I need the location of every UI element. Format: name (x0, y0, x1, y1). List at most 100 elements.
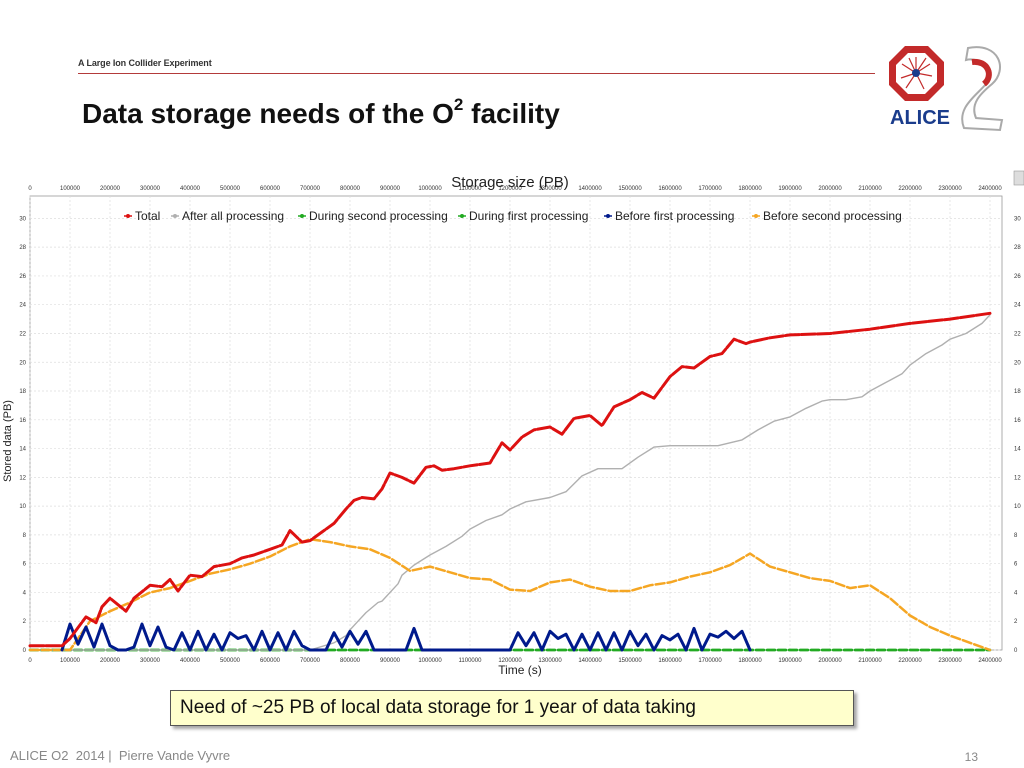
y-tick-label-right: 2 (1014, 619, 1018, 625)
y-tick-label-left: 8 (23, 533, 27, 539)
x-tick-label-top: 1700000 (698, 186, 722, 192)
storage-chart: 0010000010000020000020000030000030000040… (0, 168, 1024, 680)
x-tick-label-bottom: 200000 (100, 658, 121, 664)
x-tick-label-bottom: 700000 (300, 658, 321, 664)
x-tick-label-bottom: 500000 (220, 658, 241, 664)
y-tick-label-left: 2 (23, 619, 27, 625)
legend-label: During first processing (469, 209, 588, 223)
y-tick-label-left: 22 (19, 331, 26, 337)
x-tick-label-top: 900000 (380, 186, 401, 192)
x-tick-label-top: 0 (28, 186, 32, 192)
x-tick-label-bottom: 1300000 (538, 658, 562, 664)
x-tick-label-bottom: 1200000 (498, 658, 522, 664)
x-tick-label-top: 300000 (140, 186, 161, 192)
x-tick-label-top: 1600000 (658, 186, 682, 192)
legend-label: Before second processing (763, 209, 902, 223)
x-tick-label-bottom: 1800000 (738, 658, 762, 664)
chart-series (28, 311, 992, 652)
series-line-before-first-processing (60, 622, 752, 652)
x-tick-label-bottom: 1900000 (778, 658, 802, 664)
chart-title: Storage size (PB) (451, 174, 569, 191)
y-tick-label-left: 10 (19, 504, 26, 510)
legend-swatch-marker (173, 214, 177, 218)
y-tick-label-left: 18 (19, 389, 26, 395)
y-tick-label-left: 20 (19, 360, 26, 366)
series-line-total (28, 311, 992, 648)
x-tick-label-top: 2300000 (938, 186, 962, 192)
legend-swatch-marker (126, 214, 130, 218)
x-tick-label-bottom: 1700000 (698, 658, 722, 664)
x-tick-label-top: 2100000 (858, 186, 882, 192)
y-tick-label-left: 4 (23, 590, 27, 596)
x-tick-label-top: 1300000 (538, 186, 562, 192)
y-tick-label-left: 12 (19, 475, 26, 481)
y-tick-label-left: 6 (23, 562, 27, 568)
x-tick-label-top: 2400000 (978, 186, 1002, 192)
footer-text: ALICE O2 2014 | Pierre Vande Vyvre (10, 748, 231, 763)
x-tick-label-bottom: 1500000 (618, 658, 642, 664)
x-tick-label-top: 100000 (60, 186, 81, 192)
x-tick-label-bottom: 2400000 (978, 658, 1002, 664)
legend-swatch-marker (754, 214, 758, 218)
x-tick-label-top: 1800000 (738, 186, 762, 192)
x-tick-label-top: 700000 (300, 186, 321, 192)
y-tick-label-left: 0 (23, 648, 27, 654)
x-tick-label-bottom: 0 (28, 658, 32, 664)
chart-legend: Total After all processing During second p… (124, 209, 902, 223)
y-tick-label-right: 30 (1014, 216, 1021, 222)
page-title: Data storage needs of the O2 facility (82, 95, 560, 130)
x-tick-label-bottom: 1000000 (418, 658, 442, 664)
x-tick-label-bottom: 600000 (260, 658, 281, 664)
y-tick-label-left: 16 (19, 418, 26, 424)
x-tick-label-bottom: 900000 (380, 658, 401, 664)
y-tick-label-right: 28 (1014, 245, 1021, 251)
series-line-before-second-processing (28, 537, 992, 652)
experiment-tagline: A Large Ion Collider Experiment (78, 58, 212, 68)
x-tick-label-top: 1400000 (578, 186, 602, 192)
x-tick-label-top: 200000 (100, 186, 121, 192)
y-tick-label-left: 30 (19, 216, 26, 222)
series-line-after-all-processing (29, 314, 991, 651)
y-tick-label-right: 26 (1014, 274, 1021, 280)
y-tick-label-right: 24 (1014, 303, 1021, 309)
callout-box: Need of ~25 PB of local data storage for… (170, 690, 854, 726)
x-tick-label-bottom: 2100000 (858, 658, 882, 664)
y-axis-label: Stored data (PB) (2, 400, 14, 482)
x-tick-label-bottom: 2200000 (898, 658, 922, 664)
y-tick-label-right: 6 (1014, 562, 1018, 568)
y-tick-label-right: 8 (1014, 533, 1018, 539)
x-tick-label-top: 2200000 (898, 186, 922, 192)
legend-swatch-marker (606, 214, 610, 218)
x-tick-label-top: 800000 (340, 186, 361, 192)
x-tick-label-bottom: 1100000 (459, 658, 483, 664)
title-main: Data storage needs of the O (82, 98, 454, 129)
y-tick-label-right: 12 (1014, 475, 1021, 481)
x-tick-label-bottom: 2000000 (818, 658, 842, 664)
chart-menu-icon[interactable] (1013, 170, 1024, 186)
x-tick-label-top: 1000000 (418, 186, 442, 192)
chart-panel: 0 0 100000 100000 200000 200000 300000 300000 40… (0, 168, 1024, 680)
header-rule (78, 73, 875, 74)
x-tick-label-top: 400000 (180, 186, 201, 192)
x-tick-label-bottom: 800000 (340, 658, 361, 664)
legend-label: During second processing (309, 209, 448, 223)
y-tick-label-right: 14 (1014, 447, 1021, 453)
y-tick-label-left: 26 (19, 274, 26, 280)
legend-label: After all processing (182, 209, 284, 223)
x-tick-label-bottom: 100000 (60, 658, 81, 664)
legend-label: Before first processing (615, 209, 734, 223)
x-tick-label-top: 600000 (260, 186, 281, 192)
title-superscript: 2 (453, 95, 464, 114)
y-tick-label-right: 10 (1014, 504, 1021, 510)
x-tick-label-bottom: 300000 (140, 658, 161, 664)
x-tick-label-bottom: 1400000 (578, 658, 602, 664)
logo-text: ALICE (890, 107, 950, 129)
y-tick-label-right: 22 (1014, 331, 1021, 337)
y-tick-label-right: 0 (1014, 648, 1018, 654)
page-number: 13 (964, 750, 978, 764)
x-tick-label-bottom: 2300000 (938, 658, 962, 664)
y-tick-label-left: 28 (19, 245, 26, 251)
chart-background (0, 168, 1024, 680)
y-tick-label-right: 18 (1014, 389, 1021, 395)
x-tick-label-top: 1500000 (618, 186, 642, 192)
